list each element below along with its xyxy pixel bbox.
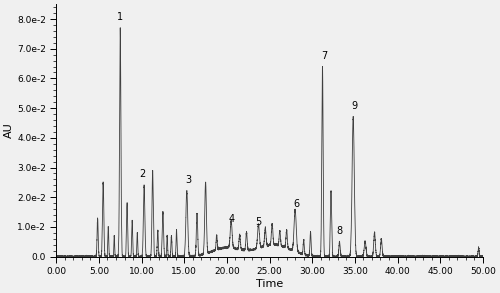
Text: 6: 6	[294, 199, 300, 209]
Text: 3: 3	[186, 175, 192, 185]
Text: 7: 7	[321, 51, 328, 61]
Text: 1: 1	[117, 12, 123, 22]
Y-axis label: AU: AU	[4, 122, 14, 138]
Text: 8: 8	[336, 226, 342, 236]
Text: 2: 2	[140, 169, 145, 179]
Text: 5: 5	[256, 217, 262, 227]
X-axis label: Time: Time	[256, 279, 283, 289]
Text: 9: 9	[352, 101, 358, 111]
Text: 4: 4	[228, 214, 234, 224]
